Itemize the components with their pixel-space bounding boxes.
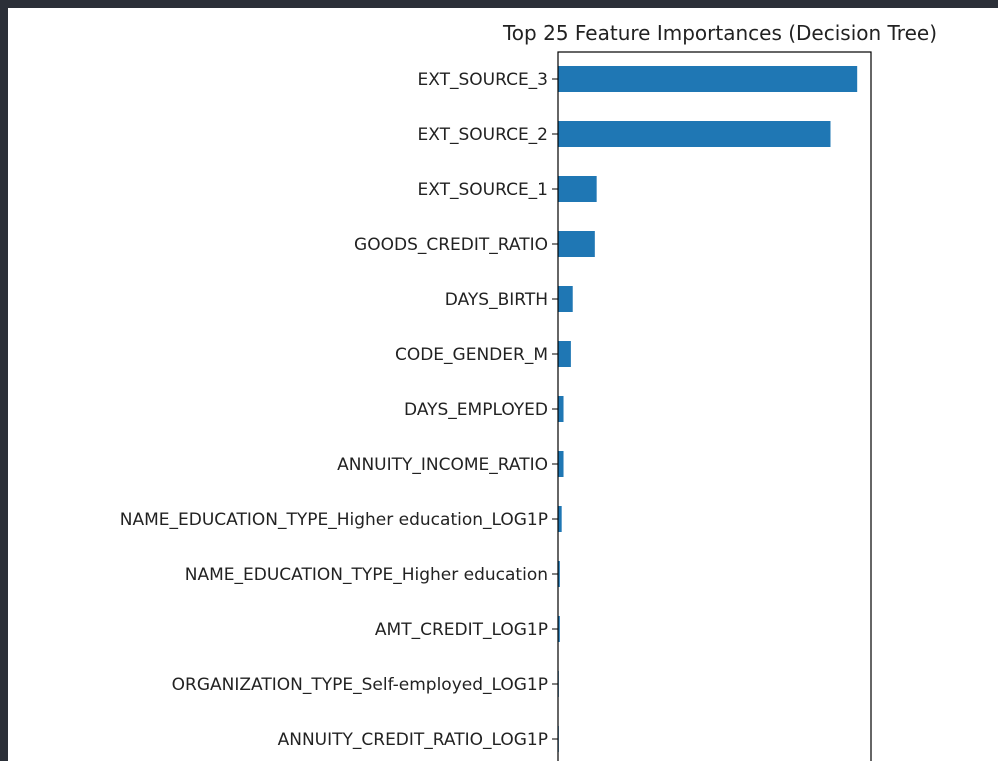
bar-ext-source-1: [558, 176, 597, 202]
y-tick-label: DAYS_BIRTH: [445, 290, 548, 310]
y-tick-label: ANNUITY_CREDIT_RATIO_LOG1P: [278, 730, 548, 750]
bar-goods-credit-ratio: [558, 231, 595, 257]
figure-canvas: Top 25 Feature Importances (Decision Tre…: [8, 8, 998, 761]
y-tick-label: EXT_SOURCE_3: [418, 70, 548, 90]
y-tick-label: ANNUITY_INCOME_RATIO: [337, 455, 548, 475]
y-tick-label: NAME_EDUCATION_TYPE_Higher education: [185, 565, 548, 585]
y-tick-label: EXT_SOURCE_2: [418, 125, 548, 145]
bar-days-employed: [558, 396, 564, 422]
y-tick-label: EXT_SOURCE_1: [418, 180, 548, 200]
bar-ext-source-2: [558, 121, 831, 147]
bar-days-birth: [558, 286, 573, 312]
bar-name-education-type-higher-education: [558, 561, 560, 587]
plot-area-frame: [557, 51, 872, 761]
bar-amt-credit-log1p: [558, 616, 560, 642]
bar-ext-source-3: [558, 66, 858, 92]
bar-annuity-income-ratio: [558, 451, 564, 477]
bar-code-gender-m: [558, 341, 571, 367]
bar-name-education-type-higher-education-log1p: [558, 506, 562, 532]
y-tick-label: CODE_GENDER_M: [395, 345, 548, 365]
bars-layer: [558, 66, 858, 752]
y-tick-label: ORGANIZATION_TYPE_Self-employed_LOG1P: [172, 675, 548, 695]
y-axis-ticks: [552, 78, 558, 740]
bar-chart: Top 25 Feature Importances (Decision Tre…: [120, 21, 937, 761]
y-tick-label: GOODS_CREDIT_RATIO: [354, 235, 548, 255]
y-tick-label: DAYS_EMPLOYED: [404, 400, 548, 420]
y-tick-label: NAME_EDUCATION_TYPE_Higher education_LOG…: [120, 510, 548, 530]
y-tick-label: AMT_CREDIT_LOG1P: [375, 620, 548, 640]
y-axis-labels: EXT_SOURCE_3 EXT_SOURCE_2 EXT_SOURCE_1 GOOD…: [120, 70, 548, 750]
chart-title: Top 25 Feature Importances (Decision Tre…: [502, 21, 937, 45]
